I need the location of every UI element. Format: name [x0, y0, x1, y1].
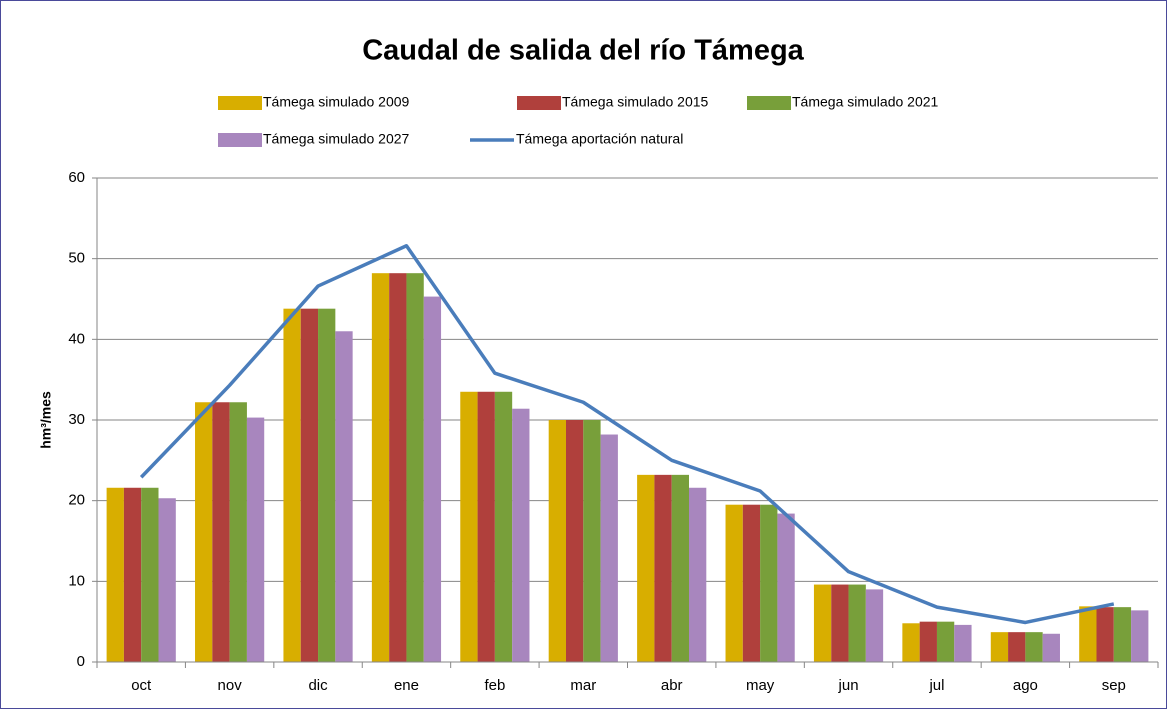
- bar: [406, 273, 424, 662]
- x-tick-label: mar: [570, 677, 596, 694]
- bar: [212, 402, 230, 662]
- bar: [1008, 632, 1026, 662]
- bar: [565, 420, 584, 662]
- x-tick-label: dic: [308, 677, 328, 694]
- chart-title: Caudal de salida del río Támega: [362, 35, 804, 67]
- bar: [389, 273, 407, 662]
- x-tick-label: sep: [1102, 677, 1126, 694]
- bar: [477, 391, 495, 662]
- bar: [813, 584, 832, 662]
- legend-swatch: [517, 96, 561, 110]
- bar: [123, 487, 142, 662]
- bar: [300, 308, 319, 662]
- bar: [689, 487, 707, 662]
- bar: [1096, 607, 1114, 662]
- legend-label: Támega aportación natural: [516, 131, 683, 147]
- bar: [777, 513, 795, 662]
- y-tick-label: 0: [77, 653, 85, 670]
- x-tick-label: ene: [394, 677, 419, 694]
- bar: [548, 420, 566, 662]
- bar: [954, 624, 972, 662]
- bar: [600, 434, 618, 662]
- y-axis-label: hm³/mes: [38, 391, 54, 449]
- bar: [371, 273, 390, 662]
- line: [139, 244, 1115, 625]
- bar: [583, 420, 601, 662]
- bar: [742, 504, 761, 662]
- bar: [919, 621, 937, 662]
- bar: [494, 391, 513, 662]
- bar: [831, 584, 849, 662]
- x-tick-label: feb: [484, 677, 505, 694]
- bar: [725, 504, 743, 662]
- bar: [141, 487, 159, 662]
- legend-swatch: [218, 96, 262, 110]
- x-tick-label: jul: [928, 677, 944, 694]
- legend-label: Támega simulado 2015: [562, 94, 709, 110]
- x-tick-label: oct: [131, 677, 152, 694]
- bar: [990, 632, 1009, 662]
- legend-label: Támega simulado 2027: [263, 131, 410, 147]
- bar: [283, 308, 301, 662]
- bar: [1042, 633, 1060, 662]
- bar: [460, 391, 478, 662]
- bar: [106, 487, 124, 662]
- legend-label: Támega simulado 2009: [263, 94, 410, 110]
- bar: [671, 474, 690, 662]
- y-tick-label: 40: [68, 330, 85, 347]
- y-tick-label: 20: [68, 492, 85, 509]
- y-tick-label: 10: [68, 572, 85, 589]
- x-tick-label: ago: [1013, 677, 1038, 694]
- legend-swatch: [747, 96, 791, 110]
- bar: [654, 474, 672, 662]
- bar: [318, 308, 336, 662]
- x-tick-label: abr: [661, 677, 683, 694]
- x-tick-label: nov: [218, 677, 243, 694]
- x-tick-label: jun: [838, 677, 859, 694]
- legend-swatch: [218, 133, 262, 147]
- bar: [902, 623, 920, 662]
- bar: [865, 589, 884, 662]
- bar: [335, 331, 353, 662]
- bar: [512, 408, 530, 662]
- bar: [936, 621, 955, 662]
- bar: [760, 504, 778, 662]
- bar: [246, 417, 265, 662]
- bar: [423, 296, 442, 662]
- legend-label: Támega simulado 2021: [792, 94, 939, 110]
- bar: [1113, 607, 1132, 662]
- y-tick-label: 30: [68, 411, 85, 428]
- bar: [229, 402, 247, 662]
- x-tick-label: may: [746, 677, 775, 694]
- bar: [195, 402, 213, 662]
- y-tick-label: 60: [68, 169, 85, 186]
- bar: [1079, 606, 1097, 662]
- bar: [1131, 610, 1149, 662]
- y-tick-label: 50: [68, 250, 85, 267]
- bar: [158, 498, 176, 662]
- bar: [1025, 632, 1043, 662]
- bar: [637, 474, 655, 662]
- bar: [848, 584, 866, 662]
